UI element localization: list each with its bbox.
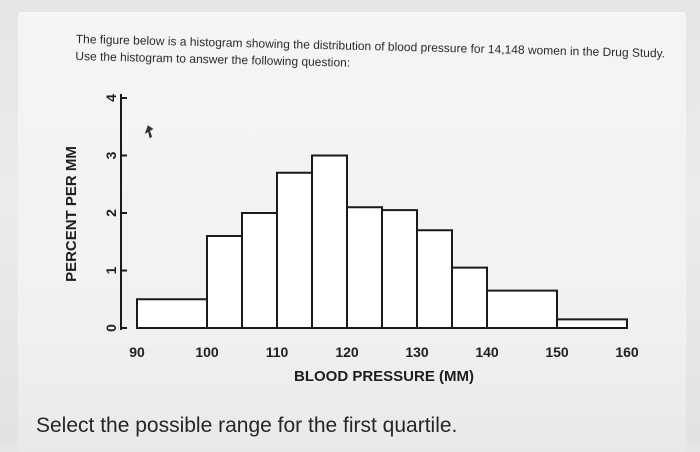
x-tick-label-140: 140 xyxy=(475,344,499,360)
histogram-bar-3 xyxy=(241,212,278,329)
x-axis-ticks: 90 100 110 120 130 140 150 160 xyxy=(129,344,639,360)
histogram-bar-11 xyxy=(556,318,628,329)
histogram-bar-4 xyxy=(276,171,313,329)
histogram-bar-5 xyxy=(311,154,348,329)
x-axis-title: BLOOD PRESSURE (MM) xyxy=(294,368,474,385)
y-tick-label-0: 0 xyxy=(103,324,119,332)
x-tick-label-120: 120 xyxy=(335,344,359,360)
histogram-bar-9 xyxy=(451,266,488,329)
x-tick-label-110: 110 xyxy=(266,344,289,360)
x-tick-label-90: 90 xyxy=(129,344,145,360)
y-tick-label-1: 1 xyxy=(103,266,119,274)
histogram-bar-10 xyxy=(486,289,558,329)
histogram-bar-6 xyxy=(346,206,383,329)
x-tick-label-130: 130 xyxy=(405,344,429,360)
cursor-arrow-icon xyxy=(144,125,154,139)
histogram-bar-1 xyxy=(136,298,208,329)
histogram-bar-2 xyxy=(206,235,243,329)
question-prompt: Select the possible range for the first … xyxy=(36,414,458,437)
x-tick-label-150: 150 xyxy=(545,344,569,360)
y-tick-label-2: 2 xyxy=(103,209,119,217)
x-tick-label-100: 100 xyxy=(195,344,219,360)
y-axis-title: PERCENT PER MM xyxy=(63,146,80,282)
y-tick-label-4: 4 xyxy=(103,94,119,102)
y-axis-ticks: 0 1 2 3 4 xyxy=(103,94,127,332)
y-tick-label-3: 3 xyxy=(103,151,119,159)
histogram-bars xyxy=(136,154,628,329)
x-tick-label-160: 160 xyxy=(615,344,639,360)
histogram-bar-8 xyxy=(416,229,453,329)
histogram-bar-7 xyxy=(381,209,418,329)
